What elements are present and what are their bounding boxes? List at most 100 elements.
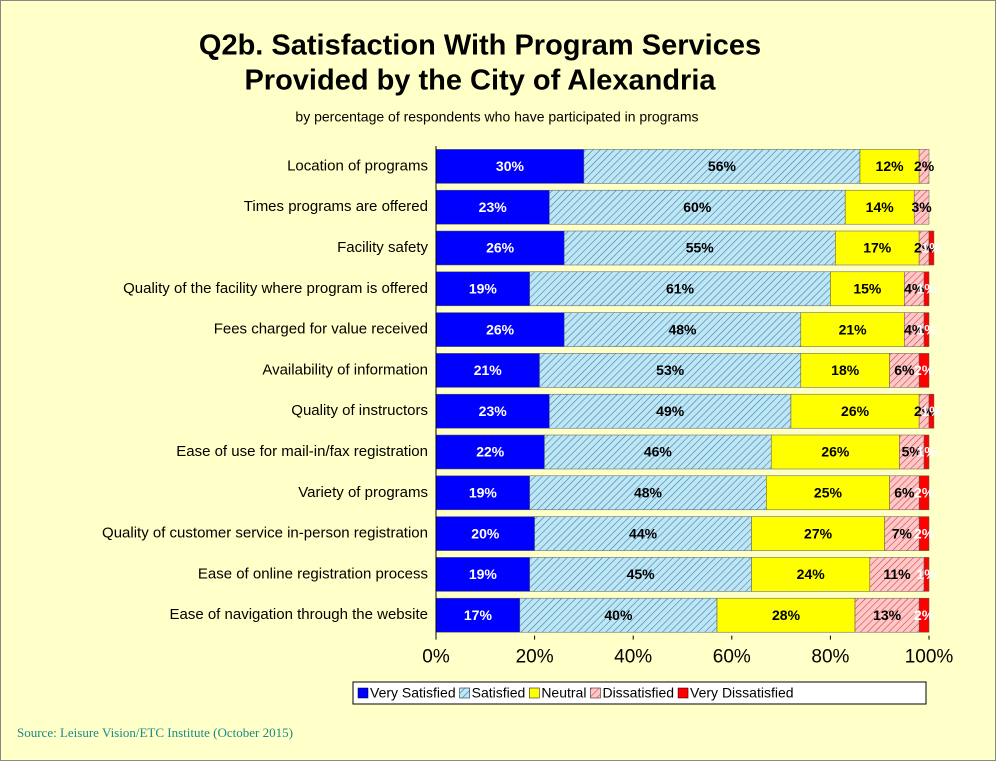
legend-box xyxy=(352,681,927,705)
x-tick-label: 20% xyxy=(516,647,554,668)
value-label: 1% xyxy=(916,321,937,337)
bar-hatch xyxy=(919,231,929,265)
bar-segment xyxy=(835,230,920,266)
bar-hatch xyxy=(919,149,929,184)
value-label: 17% xyxy=(464,607,493,623)
category-label: Quality of the facility where program is… xyxy=(123,280,428,297)
bar-segment xyxy=(790,393,920,429)
value-label: 26% xyxy=(486,321,515,337)
legend-label: Neutral xyxy=(541,685,586,701)
value-label: 17% xyxy=(863,240,892,256)
legend-swatch xyxy=(529,687,540,699)
bar-hatch xyxy=(519,598,718,633)
value-label: 2% xyxy=(914,158,935,174)
bar-segment xyxy=(716,597,856,633)
value-label: 48% xyxy=(634,485,663,501)
bar-hatch xyxy=(914,190,929,225)
bar-segment xyxy=(435,353,540,388)
value-label: 23% xyxy=(479,199,508,215)
bar-segment xyxy=(923,557,930,592)
bar-segment xyxy=(928,393,935,429)
value-label: 19% xyxy=(469,566,498,582)
bar-hatch xyxy=(904,271,925,306)
bar-hatch xyxy=(564,312,801,347)
bar-segment xyxy=(918,597,930,633)
bar-segment xyxy=(830,271,905,307)
value-label: 21% xyxy=(474,362,503,378)
bar-segment xyxy=(435,271,530,307)
category-label: Quality of instructors xyxy=(291,402,428,419)
bar-hatch xyxy=(919,394,929,429)
value-label: 2% xyxy=(914,362,935,378)
bar-hatch xyxy=(529,475,767,510)
value-label: 6% xyxy=(894,485,915,501)
bar-hatch xyxy=(884,516,920,551)
value-label: 26% xyxy=(486,240,515,256)
value-label: 1% xyxy=(916,281,937,297)
bar-segment xyxy=(751,516,885,551)
bar-hatch xyxy=(855,598,920,633)
bar-segment xyxy=(923,434,930,470)
bar-hatch xyxy=(904,312,925,347)
bar-segment xyxy=(435,475,530,511)
value-label: 60% xyxy=(683,199,712,215)
bar-segment xyxy=(918,353,930,388)
bar-segment xyxy=(435,230,565,266)
value-label: 27% xyxy=(804,525,833,541)
value-label: 3% xyxy=(911,199,932,215)
bar-segment xyxy=(435,434,545,470)
bar-segment xyxy=(435,312,565,347)
value-label: 4% xyxy=(904,321,925,337)
value-label: 53% xyxy=(656,362,685,378)
value-label: 1% xyxy=(921,240,942,256)
chart-title: Q2b. Satisfaction With Program Services xyxy=(199,30,761,62)
value-label: 46% xyxy=(644,444,673,460)
chart-title: Provided by the City of Alexandria xyxy=(244,65,716,97)
category-label: Times programs are offered xyxy=(244,198,428,215)
source: Source: Leisure Vision/ETC Institute (Oc… xyxy=(17,725,293,740)
value-label: 61% xyxy=(666,281,695,297)
category-label: Facility safety xyxy=(337,239,428,256)
value-label: 28% xyxy=(772,607,801,623)
value-label: 44% xyxy=(629,525,658,541)
bar-segment xyxy=(918,516,930,551)
bar-segment xyxy=(800,353,890,388)
bar-hatch xyxy=(529,271,831,306)
value-label: 26% xyxy=(841,403,870,419)
category-label: Quality of customer service in-person re… xyxy=(102,525,428,542)
bar-hatch xyxy=(549,190,846,225)
value-label: 19% xyxy=(469,485,498,501)
value-label: 22% xyxy=(476,444,505,460)
bar-segment xyxy=(918,475,930,511)
category-label: Availability of information xyxy=(262,361,428,378)
bar-hatch xyxy=(869,557,925,592)
x-tick-label: 40% xyxy=(614,647,652,668)
value-label: 1% xyxy=(916,444,937,460)
bar-hatch xyxy=(583,149,860,184)
bar-segment xyxy=(859,149,920,184)
value-label: 1% xyxy=(916,566,937,582)
value-label: 4% xyxy=(904,281,925,297)
chart-subtitle: by percentage of respondents who have pa… xyxy=(295,109,698,125)
value-label: 24% xyxy=(797,566,826,582)
x-tick-label: 80% xyxy=(811,647,849,668)
bar-segment xyxy=(844,189,915,225)
legend-hatch xyxy=(459,688,470,698)
legend-hatch xyxy=(590,688,601,698)
bar-hatch xyxy=(899,435,925,469)
bar-hatch xyxy=(544,435,772,469)
bar-segment xyxy=(923,312,930,347)
bar-segment xyxy=(435,597,521,633)
value-label: 49% xyxy=(656,403,685,419)
x-tick-label: 0% xyxy=(422,647,450,668)
bar-hatch xyxy=(564,231,836,265)
value-label: 40% xyxy=(604,607,633,623)
value-label: 12% xyxy=(876,158,905,174)
bar-segment xyxy=(435,189,550,225)
category-label: Ease of online registration process xyxy=(198,565,428,582)
value-label: 13% xyxy=(873,607,902,623)
value-label: 2% xyxy=(914,607,935,623)
bar-hatch xyxy=(889,475,920,510)
bar-segment xyxy=(928,230,935,266)
